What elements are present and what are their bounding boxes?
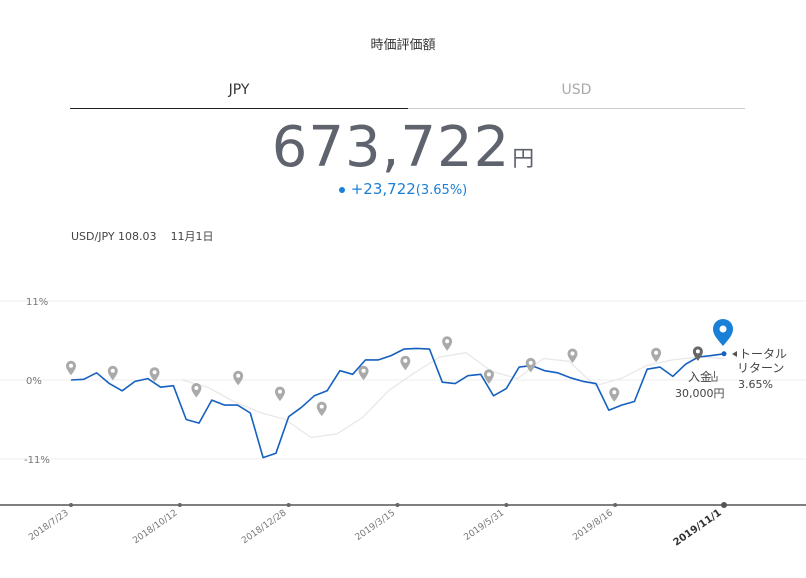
benchmark-line	[181, 352, 725, 439]
x-tick-label: 2019/11/1	[672, 507, 724, 548]
event-marker-pin-icon[interactable]	[274, 386, 285, 402]
marker-pin-hole	[570, 351, 575, 356]
x-tick-label: 2018/10/12	[131, 508, 179, 546]
marker-pin-hole	[361, 368, 366, 373]
y-tick-label: -11%	[24, 455, 50, 466]
event-marker-pin-icon[interactable]	[316, 401, 327, 417]
marker-pin-shape	[233, 370, 244, 386]
grid	[0, 300, 806, 506]
event-marker-pin-icon[interactable]	[442, 336, 453, 351]
event-marker-pin-icon[interactable]	[149, 367, 160, 382]
marker-pin-shape	[107, 365, 118, 381]
x-tick-label: 2018/12/28	[240, 508, 288, 546]
marker-pin-hole	[236, 373, 241, 378]
marker-pin-hole	[194, 385, 199, 390]
event-marker-pin-icon[interactable]	[66, 360, 76, 376]
marker-pin-hole	[486, 372, 491, 377]
event-marker-pin-icon[interactable]	[525, 357, 536, 373]
marker-pin-shape	[358, 365, 369, 381]
pointer-arrow-icon	[732, 351, 737, 357]
marker-pin-hole	[152, 370, 157, 375]
y-axis-labels: 11% 0% -11%	[24, 297, 50, 466]
event-marker-pin-icon[interactable]	[400, 355, 411, 371]
event-marker-pin-icon[interactable]	[483, 369, 494, 384]
marker-pin-hole	[445, 339, 450, 344]
x-tick-dot	[286, 503, 291, 507]
marker-pin-shape	[609, 387, 620, 402]
fx-rate: USD/JPY 108.03 11月1日	[71, 228, 228, 244]
marker-pin-shape	[651, 347, 662, 363]
y-tick-label: 11%	[26, 297, 48, 308]
amount-unit: 円	[512, 147, 535, 172]
marker-pin-shape	[400, 355, 411, 371]
marker-pin-shape	[149, 367, 160, 382]
current-location-pin-dot	[719, 325, 727, 333]
tab-usd[interactable]: USD	[408, 82, 745, 109]
x-axis: 2018/7/23 2018/10/12 2018/12/28 2019/3/15 20…	[27, 502, 727, 549]
fx-rate-date: 11月1日	[170, 230, 214, 243]
event-marker-pin-icon[interactable]	[233, 370, 244, 386]
x-tick-label: 2019/5/31	[463, 508, 507, 543]
benchmark-series-layer	[181, 352, 725, 439]
x-tick-label: 2019/3/15	[354, 508, 398, 543]
x-tick-label: 2019/8/16	[571, 508, 615, 543]
tab-jpy[interactable]: JPY	[70, 82, 408, 109]
portfolio-series-layer	[70, 347, 727, 459]
event-marker-pin-icon[interactable]	[358, 365, 369, 381]
valuation-amount: 673,722円	[0, 115, 806, 180]
event-marker-pin-icon[interactable]	[191, 382, 202, 398]
change-dot-icon	[338, 186, 345, 193]
amount-value: 673,722	[271, 115, 511, 180]
page-title: 時価評価額	[370, 38, 436, 53]
marker-pin-hole	[528, 360, 533, 365]
total-return-label-1: トータル	[739, 347, 787, 361]
event-marker-pin-icon[interactable]	[651, 347, 662, 363]
x-tick-dot	[721, 502, 727, 508]
deposit-label: 入金	[688, 369, 712, 384]
series-end-point	[721, 351, 727, 357]
x-tick-dot	[504, 503, 509, 507]
total-return-label-2: リターン	[737, 361, 784, 375]
event-marker-pin-icon[interactable]	[567, 348, 578, 364]
event-marker-pin-icon[interactable]	[107, 365, 118, 381]
marker-pin-hole	[403, 358, 408, 363]
x-tick-dot	[69, 503, 73, 507]
annotations: トータル リターン 3.65% 入金 30,000円	[675, 319, 787, 400]
marker-pin-shape	[483, 369, 494, 384]
y-tick-label: 0%	[26, 376, 42, 387]
marker-pin-shape	[66, 360, 76, 376]
x-tick-dot	[613, 503, 618, 507]
marker-pin-hole	[612, 390, 617, 395]
marker-pin-shape	[692, 346, 703, 361]
x-tick-label: 2018/7/23	[27, 508, 71, 543]
change-percent: (3.65%)	[415, 183, 468, 198]
deposit-icon	[711, 371, 718, 382]
marker-pin-shape	[191, 382, 202, 398]
currency-tabs: JPY USD	[70, 82, 745, 109]
marker-pin-shape	[525, 357, 536, 373]
event-marker-pin-icon[interactable]	[692, 346, 703, 361]
fx-rate-value: USD/JPY 108.03	[71, 230, 157, 243]
event-marker-pin-icon[interactable]	[609, 387, 620, 402]
marker-pin-shape	[442, 336, 453, 351]
marker-pin-shape	[274, 386, 285, 402]
event-markers	[66, 336, 703, 417]
marker-pin-hole	[654, 350, 659, 355]
marker-pin-hole	[319, 404, 324, 409]
valuation-change: +23,722(3.65%)	[0, 180, 806, 198]
change-value: +23,722	[350, 180, 416, 198]
marker-pin-hole	[69, 363, 73, 368]
marker-pin-hole	[695, 349, 700, 354]
marker-pin-shape	[316, 401, 327, 417]
marker-pin-shape	[567, 348, 578, 364]
total-return-value: 3.65%	[738, 378, 773, 391]
x-tick-dot	[395, 503, 400, 507]
portfolio-line	[70, 347, 725, 459]
marker-pin-hole	[277, 389, 282, 394]
deposit-amount: 30,000円	[675, 387, 725, 400]
x-tick-dot	[177, 503, 182, 507]
marker-pin-hole	[110, 368, 115, 373]
